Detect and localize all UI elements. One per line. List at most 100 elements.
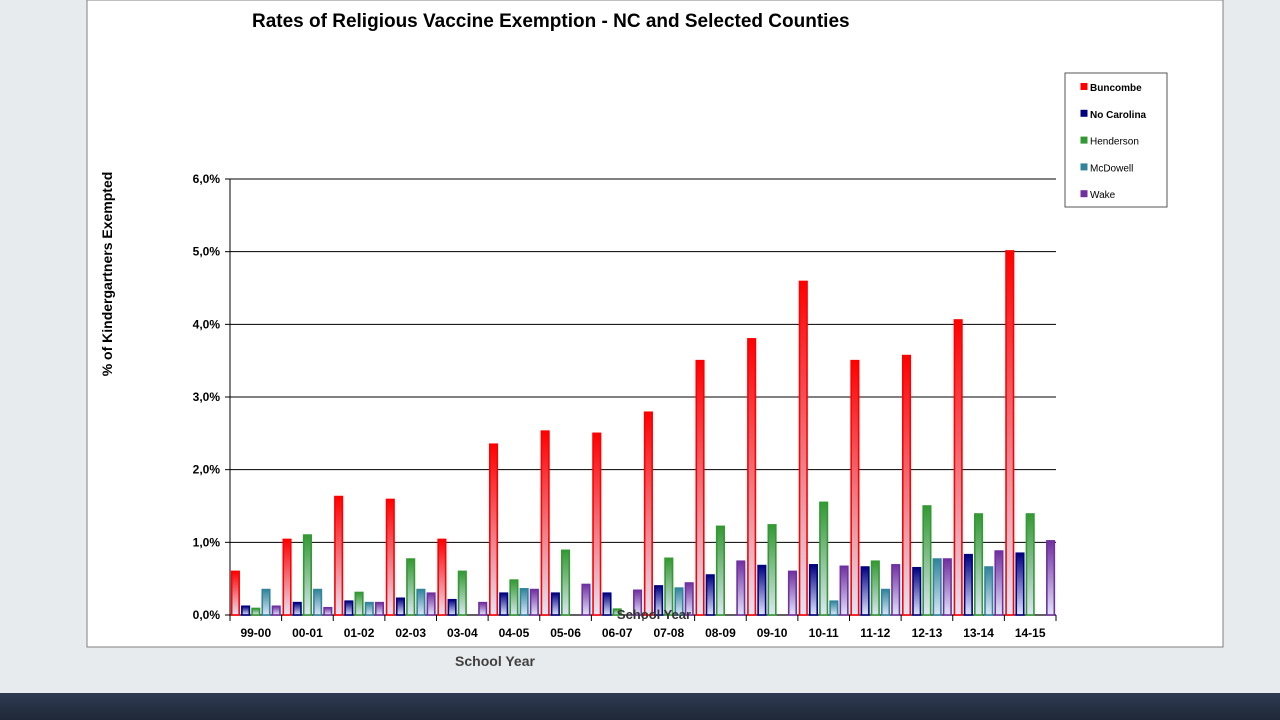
bar-wake xyxy=(684,582,694,616)
bar-no-carolina xyxy=(395,597,406,616)
bar-henderson xyxy=(406,558,416,616)
bar-henderson xyxy=(354,591,364,616)
x-tick-label: 13-14 xyxy=(963,626,994,640)
bar-wake xyxy=(736,560,746,616)
bar-henderson xyxy=(251,607,261,616)
bar-buncombe xyxy=(230,570,240,616)
legend-label: Wake xyxy=(1090,190,1116,201)
legend-swatch xyxy=(1080,109,1088,117)
legend-swatch xyxy=(1080,83,1088,90)
x-tick-label: 10-11 xyxy=(809,626,839,640)
bottom-bar xyxy=(0,693,1280,720)
chart-title: Rates of Religious Vaccine Exemption - N… xyxy=(252,11,850,32)
bar-wake xyxy=(529,588,539,616)
bar-wake xyxy=(478,601,488,616)
bar-mcdowell xyxy=(829,600,839,616)
bar-henderson xyxy=(819,501,829,616)
x-tick-label: 06-07 xyxy=(602,626,633,640)
x-tick-label: 01-02 xyxy=(344,626,375,640)
bar-no-carolina xyxy=(292,601,302,616)
bar-wake xyxy=(633,589,643,616)
bar-mcdowell xyxy=(364,601,374,616)
bar-buncombe xyxy=(334,495,344,616)
x-tick-label: 04-05 xyxy=(499,626,530,640)
bar-no-carolina xyxy=(602,592,612,616)
bar-mcdowell xyxy=(416,588,426,616)
y-tick-label: 1,0% xyxy=(193,535,221,549)
bar-buncombe xyxy=(488,443,499,616)
bar-wake xyxy=(374,601,385,616)
legend-swatch xyxy=(1080,163,1088,171)
x-tick-label: 07-08 xyxy=(653,626,684,640)
bar-buncombe xyxy=(901,354,912,616)
bar-wake xyxy=(942,558,952,616)
bar-henderson xyxy=(612,608,622,616)
bar-wake xyxy=(994,550,1004,616)
inner-axis-label: School Year xyxy=(617,607,691,622)
bar-no-carolina xyxy=(860,566,870,616)
bar-mcdowell xyxy=(313,588,323,616)
y-tick-label: 5,0% xyxy=(193,245,221,259)
x-tick-label: 99-00 xyxy=(240,626,271,640)
x-tick-label: 08-09 xyxy=(705,626,736,640)
bar-buncombe xyxy=(747,338,757,616)
bar-henderson xyxy=(922,505,932,616)
bar-henderson xyxy=(974,513,984,616)
bar-mcdowell xyxy=(932,558,942,616)
y-tick-label: 0,0% xyxy=(193,608,221,622)
x-tick-label: 11-12 xyxy=(860,626,890,640)
bar-no-carolina xyxy=(344,600,354,616)
bar-buncombe xyxy=(953,319,963,616)
bar-buncombe xyxy=(1005,250,1015,616)
bar-henderson xyxy=(767,524,777,616)
bar-wake xyxy=(1046,540,1056,616)
legend-label: No Carolina xyxy=(1090,110,1147,121)
x-tick-label: 02-03 xyxy=(395,626,426,640)
legend-swatch xyxy=(1080,136,1088,144)
y-tick-label: 4,0% xyxy=(193,317,221,331)
bar-no-carolina xyxy=(963,553,973,616)
y-tick-label: 3,0% xyxy=(193,390,221,404)
bar-mcdowell xyxy=(674,587,684,616)
bar-wake xyxy=(426,592,436,616)
legend-label: Buncombe xyxy=(1090,83,1142,94)
bar-no-carolina xyxy=(1015,552,1025,616)
x-tick-label: 12-13 xyxy=(912,626,943,640)
x-axis-label: School Year xyxy=(455,653,535,669)
bar-henderson xyxy=(302,534,312,616)
bar-wake xyxy=(581,583,591,616)
bar-buncombe xyxy=(540,430,550,616)
bar-no-carolina xyxy=(447,598,457,616)
x-tick-label: 14-15 xyxy=(1015,626,1046,640)
bar-buncombe xyxy=(282,538,292,616)
x-tick-label: 00-01 xyxy=(292,626,323,640)
bar-no-carolina xyxy=(241,605,251,616)
bar-henderson xyxy=(664,557,674,616)
bar-no-carolina xyxy=(808,564,819,616)
x-tick-label: 09-10 xyxy=(757,626,788,640)
bar-mcdowell xyxy=(261,588,271,616)
bar-henderson xyxy=(870,560,880,616)
bar-wake xyxy=(839,565,849,616)
bar-wake xyxy=(787,570,798,616)
y-tick-label: 6,0% xyxy=(193,172,221,186)
bar-no-carolina xyxy=(912,566,922,616)
bar-mcdowell xyxy=(984,566,994,616)
bar-mcdowell xyxy=(519,588,529,616)
bar-henderson xyxy=(561,549,571,616)
bar-buncombe xyxy=(643,411,653,616)
legend-swatch xyxy=(1080,190,1088,198)
legend-label: Henderson xyxy=(1090,137,1139,148)
bar-no-carolina xyxy=(757,564,767,616)
bar-wake xyxy=(323,606,333,616)
bar-buncombe xyxy=(798,280,808,616)
x-tick-label: 05-06 xyxy=(550,626,581,640)
bar-mcdowell xyxy=(880,588,891,616)
bar-buncombe xyxy=(695,359,705,616)
bar-henderson xyxy=(509,579,519,616)
y-tick-label: 2,0% xyxy=(193,463,221,477)
bar-henderson xyxy=(457,570,467,616)
bar-no-carolina xyxy=(550,592,560,616)
bar-wake xyxy=(271,605,281,616)
